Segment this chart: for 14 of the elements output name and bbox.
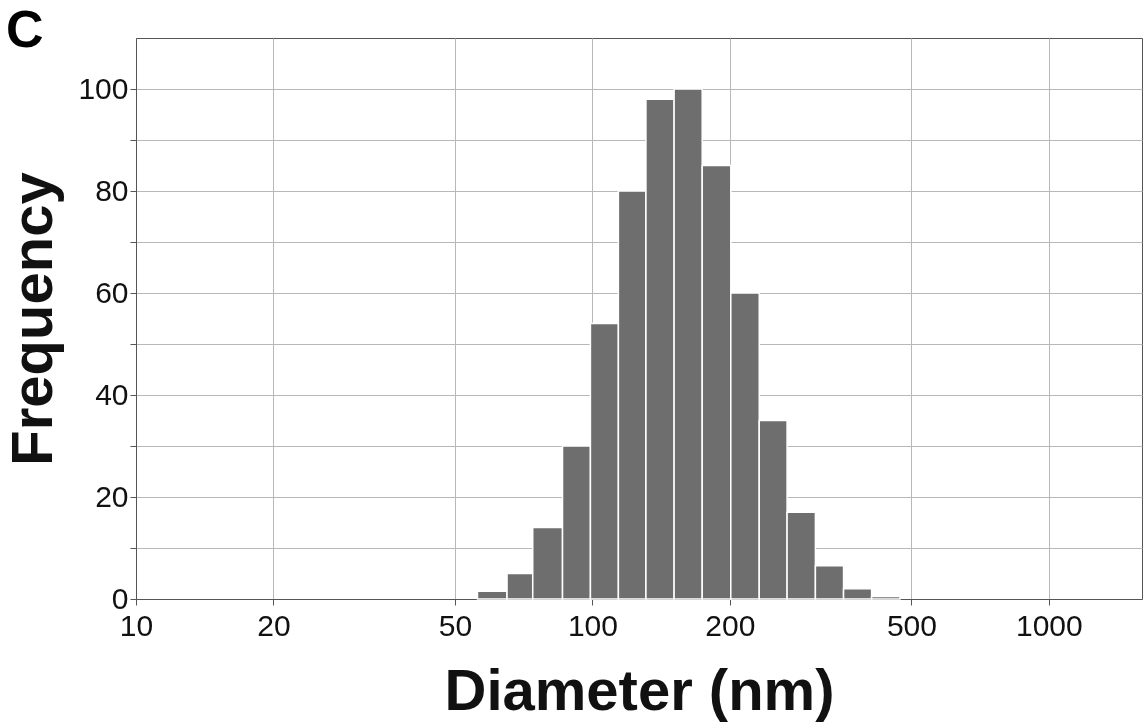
y-tick-label: 60 <box>95 275 129 309</box>
y-tick-label: 80 <box>95 173 129 207</box>
x-tick-label: 200 <box>705 608 756 642</box>
x-tick-label: 100 <box>567 608 618 642</box>
y-tick-label: 40 <box>95 377 129 411</box>
chart-title: C <box>5 0 44 58</box>
y-tick-label: 20 <box>95 479 129 513</box>
x-tick-label: 50 <box>438 608 473 642</box>
x-tick-label: 1000 <box>1015 608 1083 642</box>
x-axis-title: Diameter (nm) <box>444 656 835 722</box>
y-axis-title: Frequency <box>0 172 65 466</box>
x-tick-label: 500 <box>886 608 937 642</box>
x-tick-label: 20 <box>257 608 291 642</box>
y-tick-label: 100 <box>78 71 129 105</box>
